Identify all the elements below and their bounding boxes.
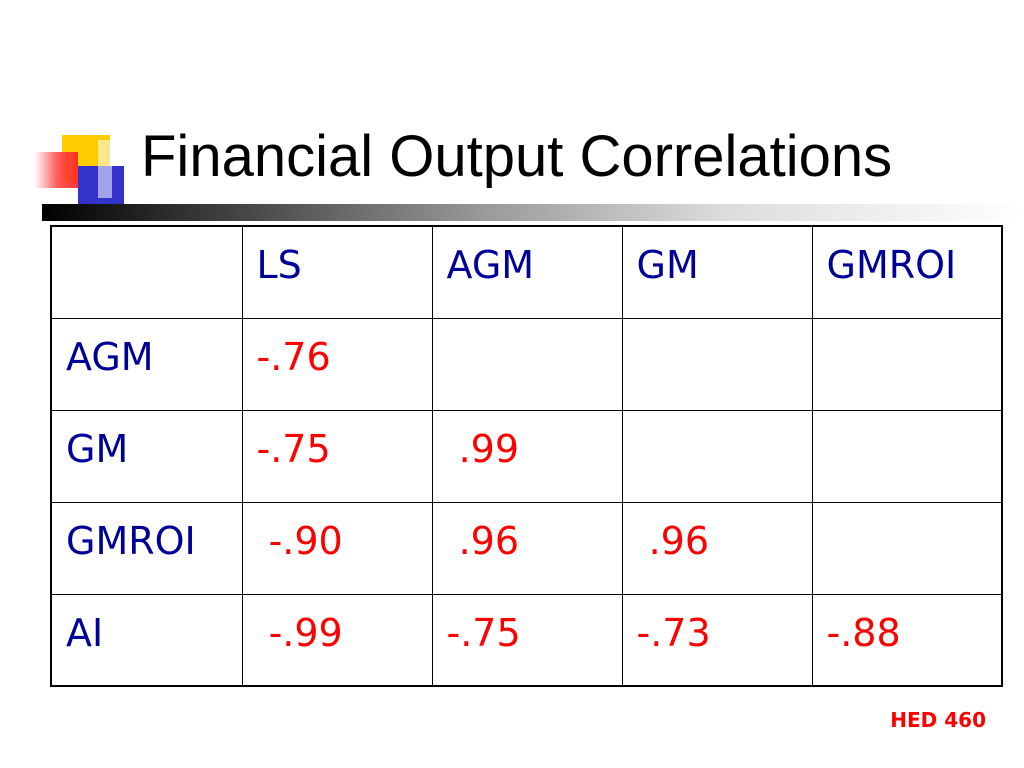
slide-title: Financial Output Correlations [141,124,893,189]
correlation-value: -.75 [256,426,331,471]
correlation-value [827,411,1002,427]
value-cell [621,317,813,411]
value-cell [811,317,1003,411]
correlation-table-container: LS AGM GM GMROI AGM -.76 GM -.75 .99 GMR [50,225,1003,687]
row-label-cell: AGM [50,317,243,411]
value-cell: .96 [621,501,813,595]
correlation-value: -.73 [636,610,711,655]
table-row: AI -.99 -.75 -.73 -.88 [50,593,1003,687]
value-cell: -.90 [241,501,433,595]
row-label: GMROI [66,518,196,563]
value-cell: -.73 [621,593,813,687]
correlation-value [447,319,622,335]
correlation-table: LS AGM GM GMROI AGM -.76 GM -.75 .99 GMR [50,225,1003,687]
header-cell: AGM [431,225,623,319]
header-cell: LS [241,225,433,319]
value-cell [621,409,813,503]
value-cell [431,317,623,411]
header-cell-label: LS [256,243,302,287]
correlation-value: -.99 [256,610,343,655]
header-cell-empty [50,225,243,319]
value-cell: .96 [431,501,623,595]
row-label-cell: AI [50,593,243,687]
decorative-white-bar [98,140,112,198]
correlation-value: .96 [446,518,520,563]
correlation-value [637,319,812,335]
header-cell-label: GM [636,243,699,287]
table-row: GMROI -.90 .96 .96 [50,501,1003,595]
value-cell: -.76 [241,317,433,411]
title-gradient-rule [42,204,1022,221]
header-cell: GM [621,225,813,319]
correlation-value: .96 [636,518,710,563]
correlation-value: -.88 [826,610,901,655]
row-label: AGM [66,334,154,379]
correlation-value: -.76 [256,334,331,379]
correlation-value: .99 [446,426,520,471]
table-header-row: LS AGM GM GMROI [50,225,1003,319]
decorative-red-square [34,152,78,188]
correlation-value [637,411,812,427]
correlation-value: -.75 [446,610,521,655]
value-cell: -.88 [811,593,1003,687]
row-label: GM [66,426,129,471]
value-cell: -.75 [431,593,623,687]
footer-course-code: HED 460 [890,708,986,732]
row-label: AI [66,610,104,655]
header-cell-label: GMROI [826,243,957,287]
correlation-value [827,503,1002,519]
value-cell: .99 [431,409,623,503]
header-cell-label: AGM [446,243,535,287]
table-row: AGM -.76 [50,317,1003,411]
value-cell: -.75 [241,409,433,503]
value-cell [811,501,1003,595]
correlation-value [827,319,1002,335]
value-cell [811,409,1003,503]
header-cell: GMROI [811,225,1003,319]
correlation-value: -.90 [256,518,343,563]
row-label-cell: GM [50,409,243,503]
row-label-cell: GMROI [50,501,243,595]
table-row: GM -.75 .99 [50,409,1003,503]
value-cell: -.99 [241,593,433,687]
